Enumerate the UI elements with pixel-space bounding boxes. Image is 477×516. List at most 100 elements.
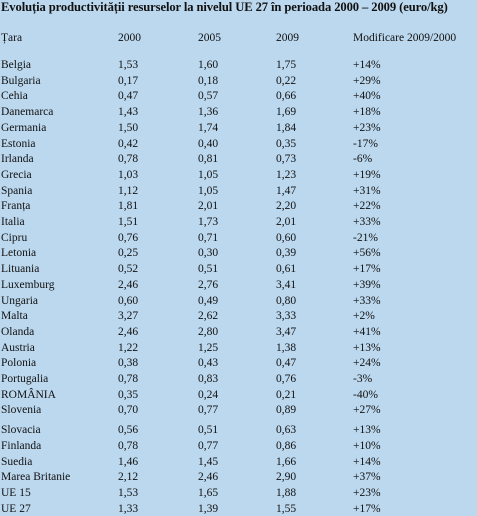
row-2005-cell: 1,05 [198, 184, 219, 197]
row-2005-cell: 2,62 [198, 310, 219, 323]
row-2000-cell: 1,12 [118, 184, 139, 197]
row-country-cell: Danemarca [1, 106, 54, 119]
row-2009-cell: 1,55 [276, 502, 297, 515]
row-change-cell: +29% [353, 74, 381, 87]
row-country-cell: Lituania [1, 263, 40, 276]
row-2009-cell: 1,23 [276, 168, 297, 181]
table-row: Danemarca 1,43 1,36 1,69 +18% [0, 105, 477, 119]
row-2005-cell: 2,80 [198, 325, 219, 338]
table-row: Belgia 1,53 1,60 1,75 +14% [0, 58, 477, 72]
table-row: Cehia 0,47 0,57 0,66 +40% [0, 89, 477, 103]
row-2000-cell: 0,35 [118, 388, 139, 401]
row-change-cell: -17% [353, 137, 378, 150]
row-change-cell: +41% [353, 325, 381, 338]
row-change-cell: +22% [353, 200, 381, 213]
row-2009-cell: 0,86 [276, 439, 297, 452]
row-2009-cell: 3,41 [276, 278, 297, 291]
row-2005-cell: 1,36 [198, 106, 219, 119]
row-change-cell: +2% [353, 310, 375, 323]
table-row: Bulgaria 0,17 0,18 0,22 +29% [0, 74, 477, 88]
row-change-cell: +19% [353, 168, 381, 181]
row-2000-cell: 2,46 [118, 278, 139, 291]
row-change-cell: +37% [353, 471, 381, 484]
table-row: UE 15 1,53 1,65 1,88 +23% [0, 486, 477, 500]
row-country-cell: Finlanda [1, 439, 42, 452]
row-country-cell: Franța [1, 200, 31, 213]
row-2009-cell: 3,47 [276, 325, 297, 338]
header-change: Modificare 2009/2000 [353, 32, 457, 44]
row-country-cell: Austria [1, 341, 35, 354]
table-row: Slovenia 0,70 0,77 0,89 +27% [0, 403, 477, 417]
row-country-cell: Letonia [1, 247, 37, 260]
row-2000-cell: 0,17 [118, 74, 139, 87]
row-country-cell: Ungaria [1, 294, 39, 307]
row-change-cell: +33% [353, 216, 381, 228]
row-2005-cell: 1,60 [198, 59, 219, 71]
row-2000-cell: 3,27 [118, 310, 139, 323]
row-2009-cell: 0,66 [276, 90, 297, 103]
row-country-cell: Slovenia [1, 404, 42, 417]
row-2009-cell: 0,76 [276, 373, 297, 385]
header-2009: 2009 [276, 32, 299, 44]
row-2005-cell: 0,51 [198, 424, 219, 437]
row-2009-cell: 0,61 [276, 263, 297, 276]
row-country-cell: Portugalia [1, 373, 49, 385]
row-country-cell: Polonia [1, 357, 37, 370]
row-change-cell: +13% [353, 341, 381, 354]
table-row: Italia 1,51 1,73 2,01 +33% [0, 215, 477, 229]
row-change-cell: +27% [353, 404, 381, 417]
row-country-cell: Grecia [1, 168, 32, 181]
row-2009-cell: 1,84 [276, 121, 297, 134]
table-row: Spania 1,12 1,05 1,47 +31% [0, 184, 477, 198]
row-2005-cell: 0,40 [198, 137, 219, 150]
row-country-cell: Irlanda [1, 153, 34, 166]
row-change-cell: +24% [353, 357, 381, 370]
row-country-cell: Italia [1, 216, 25, 228]
table-row: Estonia 0,42 0,40 0,35 -17% [0, 137, 477, 151]
table-row: Lituania 0,52 0,51 0,61 +17% [0, 262, 477, 276]
row-change-cell: -21% [353, 231, 378, 244]
row-change-cell: +14% [353, 59, 381, 71]
row-country-cell: Germania [1, 121, 47, 134]
row-2005-cell: 1,74 [198, 121, 219, 134]
row-country-cell: Slovacia [1, 424, 41, 437]
row-2009-cell: 0,73 [276, 153, 297, 166]
row-2000-cell: 0,52 [118, 263, 139, 276]
row-change-cell: +17% [353, 263, 381, 276]
row-2009-cell: 0,89 [276, 404, 297, 417]
row-2005-cell: 0,18 [198, 74, 219, 87]
row-change-cell: +40% [353, 90, 381, 103]
row-2009-cell: 2,90 [276, 471, 297, 484]
row-country-cell: Luxemburg [1, 278, 55, 291]
row-change-cell: +31% [353, 184, 381, 197]
row-change-cell: +10% [353, 439, 381, 452]
row-2000-cell: 1,43 [118, 106, 139, 119]
row-2009-cell: 0,80 [276, 294, 297, 307]
row-2000-cell: 2,46 [118, 325, 139, 338]
row-change-cell: +17% [353, 502, 381, 515]
row-2000-cell: 0,42 [118, 137, 139, 150]
table-row: Portugalia 0,78 0,83 0,76 -3% [0, 372, 477, 386]
row-2000-cell: 1,22 [118, 341, 139, 354]
row-2005-cell: 0,51 [198, 263, 219, 276]
row-2005-cell: 1,73 [198, 216, 219, 228]
row-2005-cell: 0,43 [198, 357, 219, 370]
row-country-cell: Cehia [1, 90, 28, 103]
table-title: Evoluția productivității resurselor la n… [1, 0, 448, 14]
row-change-cell: +23% [353, 121, 381, 134]
row-2000-cell: 1,46 [118, 455, 139, 468]
row-2005-cell: 2,46 [198, 471, 219, 484]
row-2000-cell: 0,38 [118, 357, 139, 370]
row-change-cell: +56% [353, 247, 381, 260]
table-row: Grecia 1,03 1,05 1,23 +19% [0, 168, 477, 182]
row-2000-cell: 0,47 [118, 90, 139, 103]
row-2009-cell: 0,39 [276, 247, 297, 260]
row-change-cell: +39% [353, 278, 381, 291]
row-2009-cell: 0,35 [276, 137, 297, 150]
row-2000-cell: 0,56 [118, 424, 139, 437]
row-2005-cell: 1,25 [198, 341, 219, 354]
row-change-cell: +33% [353, 294, 381, 307]
table-row: Malta 3,27 2,62 3,33 +2% [0, 309, 477, 323]
row-2005-cell: 1,65 [198, 486, 219, 499]
table-row: Luxemburg 2,46 2,76 3,41 +39% [0, 278, 477, 292]
